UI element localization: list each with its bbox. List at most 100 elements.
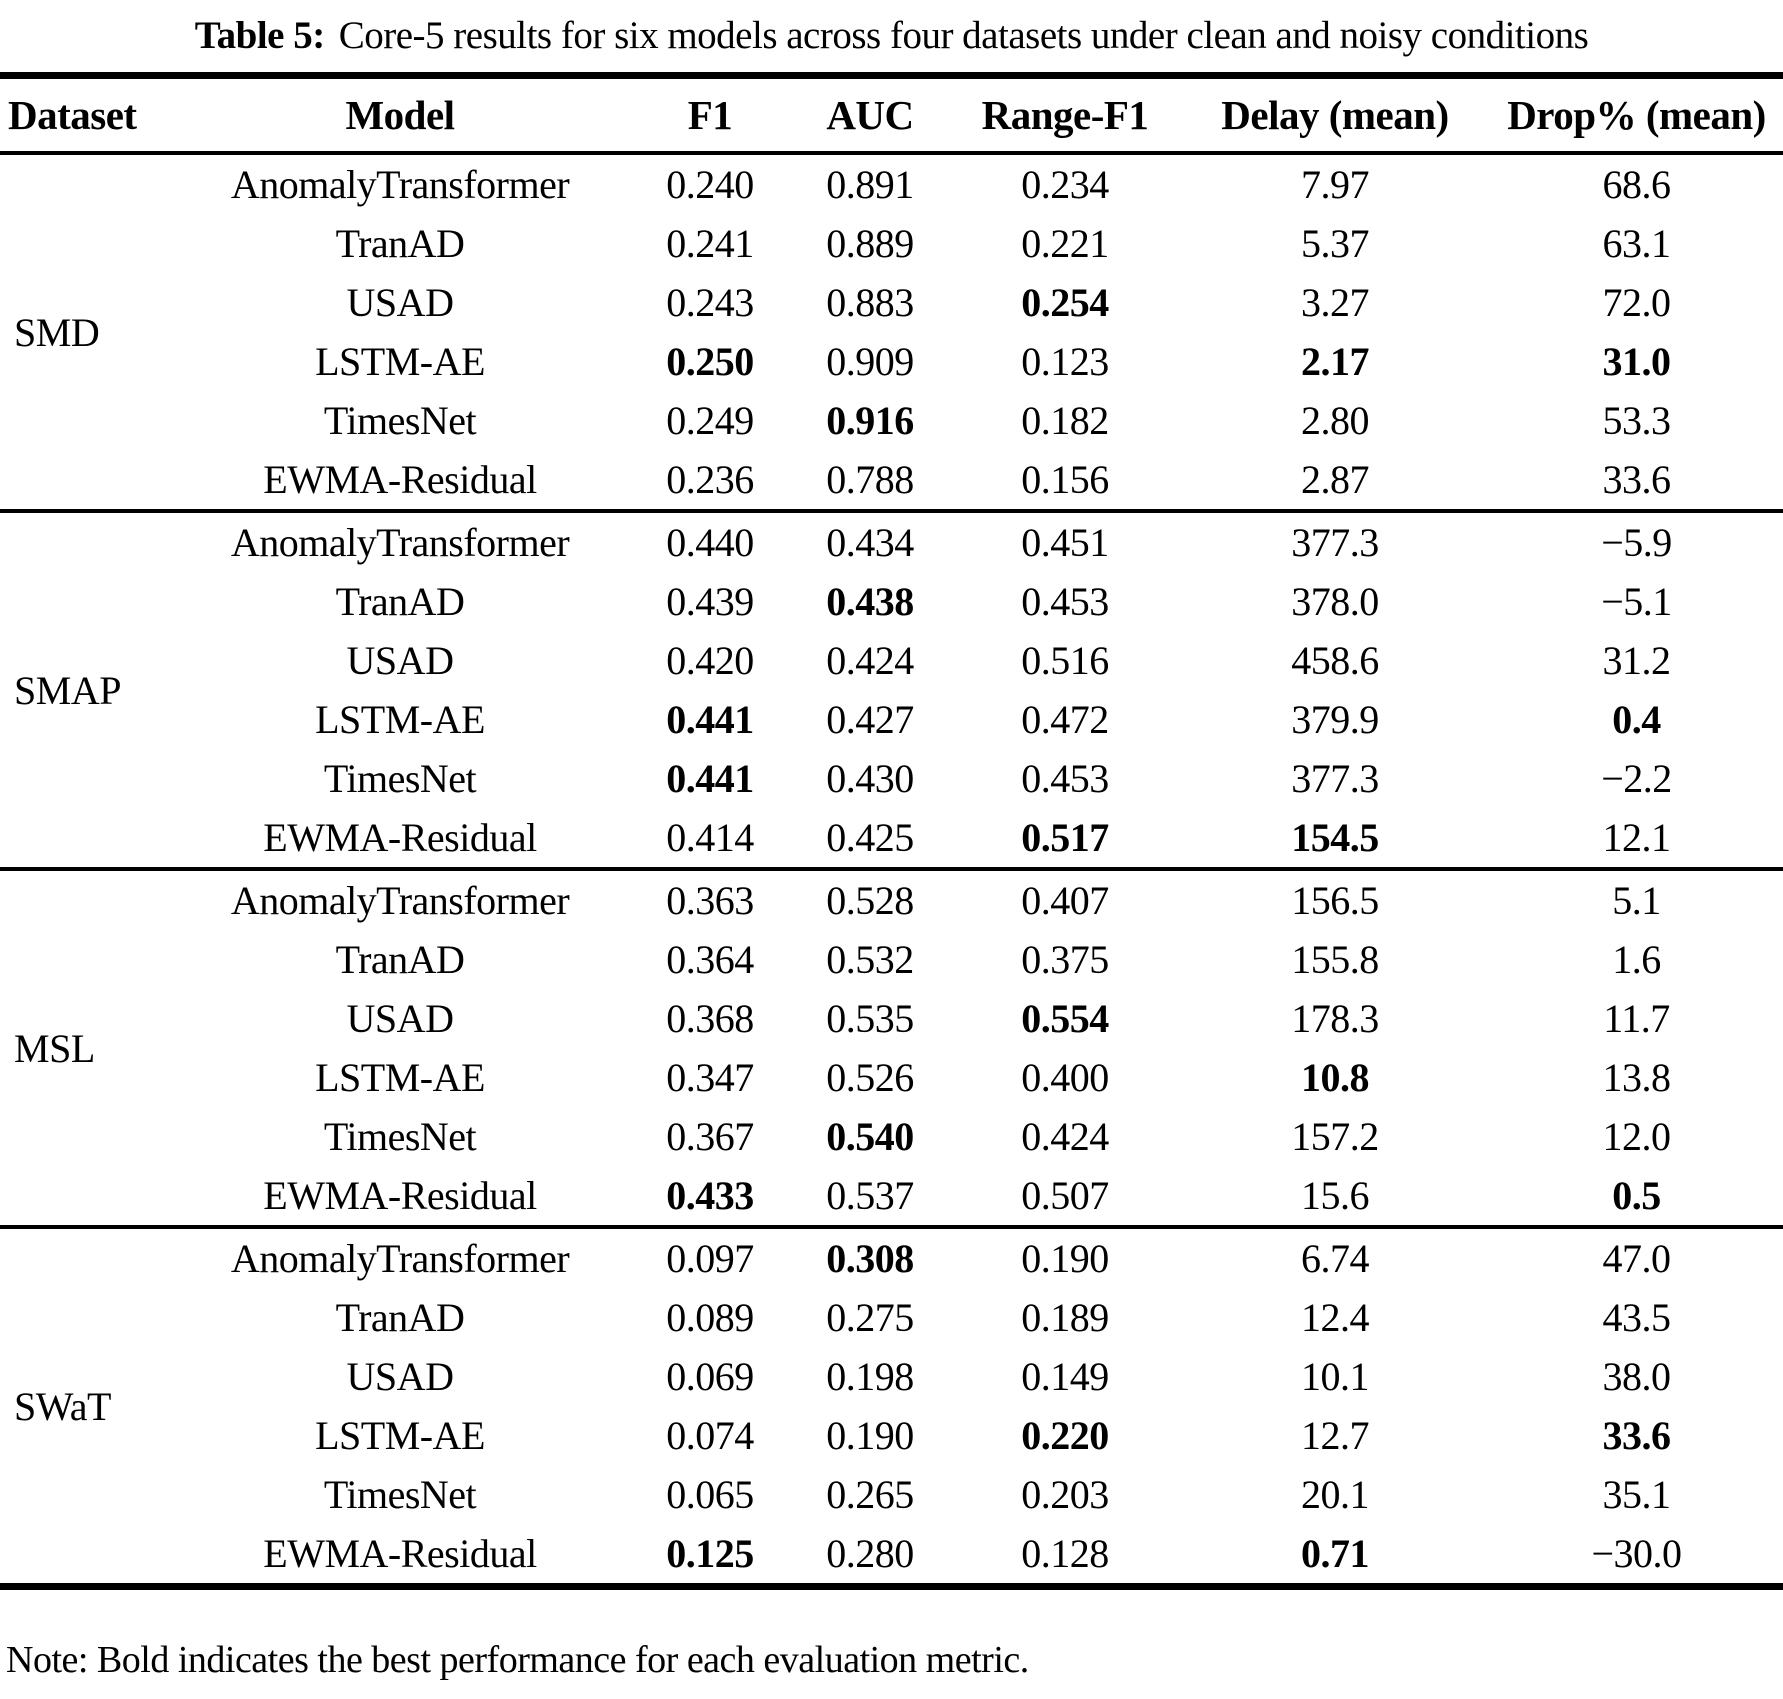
table-row: TimesNet 0.249 0.916 0.182 2.80 53.3 <box>0 391 1783 450</box>
cell-delay: 12.4 <box>1301 1295 1370 1340</box>
cell-f1: 0.236 <box>666 457 754 502</box>
cell-auc: 0.438 <box>826 579 914 624</box>
model-name: LSTM-AE <box>315 1055 485 1100</box>
cell-f1: 0.363 <box>630 867 790 930</box>
cell-auc: 0.434 <box>790 509 950 572</box>
cell-auc: 0.424 <box>826 638 914 683</box>
table-row: SWaT AnomalyTransformer 0.097 0.308 0.190 6.7… <box>0 1225 1783 1587</box>
cell-f1: 0.125 <box>666 1531 754 1576</box>
cell-range-f1: 0.190 <box>950 1225 1180 1288</box>
cell-drop: 35.1 <box>1602 1472 1672 1517</box>
cell-drop: 31.0 <box>1602 339 1672 384</box>
model-name: TimesNet <box>323 756 477 801</box>
cell-f1: 0.441 <box>666 756 754 801</box>
cell-range-f1: 0.254 <box>1021 280 1109 325</box>
table-row: TimesNet 0.367 0.540 0.424 157.2 12.0 <box>0 1107 1783 1166</box>
cell-range-f1: 0.156 <box>1021 457 1109 502</box>
dataset-label: SMAP <box>0 509 170 869</box>
cell-auc: 0.788 <box>826 457 914 502</box>
cell-range-f1: 0.507 <box>1021 1173 1109 1218</box>
table-row: LSTM-AE 0.441 0.427 0.472 379.9 0.4 <box>0 690 1783 749</box>
table-row: LSTM-AE 0.250 0.909 0.123 2.17 31.0 <box>0 332 1783 391</box>
cell-drop: 38.0 <box>1602 1354 1672 1399</box>
cell-auc: 0.275 <box>826 1295 914 1340</box>
cell-delay: 379.9 <box>1291 697 1379 742</box>
cell-f1: 0.414 <box>666 815 754 860</box>
cell-auc: 0.190 <box>826 1413 914 1458</box>
cell-drop: −30.0 <box>1591 1531 1682 1576</box>
cell-drop: 1.6 <box>1612 937 1661 982</box>
cell-f1: 0.367 <box>666 1114 754 1159</box>
cell-drop: 63.1 <box>1602 221 1672 266</box>
cell-drop: 12.0 <box>1602 1114 1672 1159</box>
table-row: EWMA-Residual 0.433 0.537 0.507 15.6 0.5 <box>0 1166 1783 1227</box>
cell-range-f1: 0.453 <box>1021 756 1109 801</box>
model-name: EWMA-Residual <box>263 457 537 502</box>
cell-auc: 0.528 <box>790 867 950 930</box>
cell-delay: 458.6 <box>1291 638 1379 683</box>
cell-drop: 33.6 <box>1602 1413 1672 1458</box>
cell-drop: 5.1 <box>1490 867 1783 930</box>
column-header-dataset: Dataset <box>0 75 170 155</box>
cell-auc: 0.526 <box>826 1055 914 1100</box>
table-row: USAD 0.069 0.198 0.149 10.1 38.0 <box>0 1347 1783 1406</box>
cell-delay: 156.5 <box>1180 867 1490 930</box>
cell-delay: 155.8 <box>1291 937 1379 982</box>
table-row: SMD AnomalyTransformer 0.240 0.891 0.234 7.97… <box>0 151 1783 511</box>
cell-f1: 0.368 <box>666 996 754 1041</box>
cell-range-f1: 0.220 <box>1021 1413 1109 1458</box>
cell-auc: 0.891 <box>790 151 950 214</box>
cell-auc: 0.198 <box>826 1354 914 1399</box>
cell-range-f1: 0.128 <box>1021 1531 1109 1576</box>
cell-auc: 0.308 <box>790 1225 950 1288</box>
model-name: TimesNet <box>323 1472 477 1517</box>
cell-range-f1: 0.516 <box>1021 638 1109 683</box>
model-name: LSTM-AE <box>315 1413 485 1458</box>
cell-drop: 13.8 <box>1602 1055 1672 1100</box>
cell-range-f1: 0.234 <box>950 151 1180 214</box>
cell-auc: 0.280 <box>826 1531 914 1576</box>
table-caption-label: Table 5: <box>194 14 326 57</box>
cell-auc: 0.532 <box>826 937 914 982</box>
cell-f1: 0.433 <box>666 1173 754 1218</box>
column-header-auc: AUC <box>790 75 950 155</box>
table-caption-text: Core-5 results for six models across fou… <box>338 14 1589 57</box>
table-row: EWMA-Residual 0.414 0.425 0.517 154.5 12.1 <box>0 808 1783 869</box>
cell-delay: 2.17 <box>1301 339 1370 384</box>
table-row: USAD 0.243 0.883 0.254 3.27 72.0 <box>0 273 1783 332</box>
cell-f1: 0.069 <box>666 1354 754 1399</box>
cell-delay: 6.74 <box>1180 1225 1490 1288</box>
cell-f1: 0.347 <box>666 1055 754 1100</box>
model-name: USAD <box>346 280 454 325</box>
cell-auc: 0.909 <box>826 339 914 384</box>
cell-f1: 0.089 <box>666 1295 754 1340</box>
cell-drop: 0.4 <box>1612 697 1661 742</box>
table-row: TimesNet 0.065 0.265 0.203 20.1 35.1 <box>0 1465 1783 1524</box>
cell-auc: 0.427 <box>826 697 914 742</box>
cell-f1: 0.074 <box>666 1413 754 1458</box>
model-name: AnomalyTransformer <box>170 1225 630 1288</box>
model-name: TranAD <box>335 1295 465 1340</box>
table-row: USAD 0.368 0.535 0.554 178.3 11.7 <box>0 989 1783 1048</box>
model-name: EWMA-Residual <box>263 815 537 860</box>
dataset-group: SMAP AnomalyTransformer 0.440 0.434 0.451 377… <box>0 509 1783 869</box>
cell-f1: 0.439 <box>666 579 754 624</box>
column-header-drop: Drop% (mean) <box>1490 75 1783 155</box>
cell-auc: 0.430 <box>826 756 914 801</box>
model-name: LSTM-AE <box>315 339 485 384</box>
cell-auc: 0.425 <box>826 815 914 860</box>
cell-delay: 378.0 <box>1291 579 1379 624</box>
cell-f1: 0.241 <box>666 221 754 266</box>
column-header-f1: F1 <box>630 75 790 155</box>
table-row: LSTM-AE 0.074 0.190 0.220 12.7 33.6 <box>0 1406 1783 1465</box>
cell-auc: 0.889 <box>826 221 914 266</box>
cell-f1: 0.250 <box>666 339 754 384</box>
cell-range-f1: 0.203 <box>1021 1472 1109 1517</box>
table-row: TranAD 0.364 0.532 0.375 155.8 1.6 <box>0 930 1783 989</box>
column-header-range-f1: Range-F1 <box>950 75 1180 155</box>
cell-auc: 0.883 <box>826 280 914 325</box>
cell-delay: 5.37 <box>1301 221 1370 266</box>
model-name: EWMA-Residual <box>263 1531 537 1576</box>
cell-range-f1: 0.554 <box>1021 996 1109 1041</box>
cell-auc: 0.537 <box>826 1173 914 1218</box>
